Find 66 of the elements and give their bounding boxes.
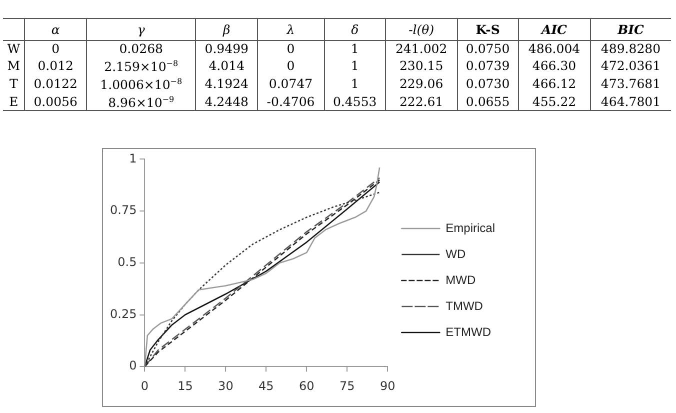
text: 1 [350, 76, 359, 91]
text: 466.12 [532, 76, 576, 91]
text: 0 [286, 41, 295, 56]
y-tick-label: 0.25 [110, 306, 137, 321]
legend-label: WD [446, 246, 466, 261]
y-tick-label: 0 [129, 358, 137, 373]
category-label: W [7, 41, 20, 56]
text: 466.30 [532, 58, 576, 73]
text: 0.012 [38, 58, 74, 73]
category-label: λ [257, 19, 324, 40]
x-tick-label: 60 [299, 378, 314, 393]
text: 1 [350, 58, 359, 73]
text: 0.0268 [119, 41, 163, 56]
category-label: BIC [590, 19, 671, 40]
y-tick-label: 0.75 [110, 203, 137, 218]
x-tick-label: 90 [380, 378, 396, 393]
text: 0.0747 [268, 76, 313, 91]
text: 472.0361 [600, 58, 661, 73]
category-label: δ [324, 19, 386, 40]
text: 0.0750 [466, 41, 510, 56]
text: 1.0006×10$^{−8}$ [100, 77, 182, 92]
category-label: β [196, 19, 258, 40]
text: 4.2448 [204, 94, 248, 109]
text: 0.0739 [466, 58, 510, 73]
x-tick-label: 0 [140, 378, 149, 393]
y-tick-label: 1 [129, 151, 137, 166]
category-label: α [24, 19, 86, 40]
text: 0.0056 [34, 94, 78, 109]
text: 230.15 [399, 58, 444, 73]
category-label: E [9, 94, 18, 109]
text: 464.7801 [600, 94, 661, 109]
x-tick-label: 30 [218, 378, 234, 393]
legend-label: TMWD [446, 298, 484, 313]
legend-label: MWD [446, 272, 476, 287]
x-tick-label: 45 [258, 378, 274, 393]
text: 222.61 [399, 94, 444, 109]
category-label: T [10, 76, 18, 91]
text: 0.4553 [332, 94, 377, 109]
text: 0.0122 [34, 76, 78, 91]
text: 0.0730 [466, 76, 510, 91]
y-tick-label: 0.5 [118, 255, 137, 270]
text: 4.014 [208, 58, 245, 73]
text: 241.002 [395, 41, 448, 56]
category-label: K-S [457, 19, 519, 40]
category-label: AIC [518, 19, 590, 40]
x-tick-label: 75 [340, 378, 355, 393]
text: 489.8280 [600, 41, 661, 56]
legend-label: ETMWD [446, 324, 492, 339]
text: 2.159×10$^{−8}$ [104, 59, 178, 74]
text: 473.7681 [600, 76, 661, 91]
text: 4.1924 [204, 76, 248, 91]
text: 0 [286, 58, 295, 73]
legend-label: Empirical [446, 220, 495, 235]
text: 1 [350, 41, 359, 56]
text: -0.4706 [266, 94, 315, 109]
text: 229.06 [399, 76, 444, 91]
category-label: M [7, 58, 20, 73]
text: 0.9499 [204, 41, 248, 56]
text: 455.22 [532, 94, 576, 109]
text: 486.004 [528, 41, 580, 56]
category-label: γ [86, 19, 196, 40]
category-label: -l(θ) [386, 19, 458, 40]
text: 0.0655 [466, 94, 510, 109]
x-tick-label: 15 [178, 378, 193, 393]
text: 8.96×10$^{−9}$ [108, 95, 174, 110]
text: 0 [52, 41, 60, 56]
